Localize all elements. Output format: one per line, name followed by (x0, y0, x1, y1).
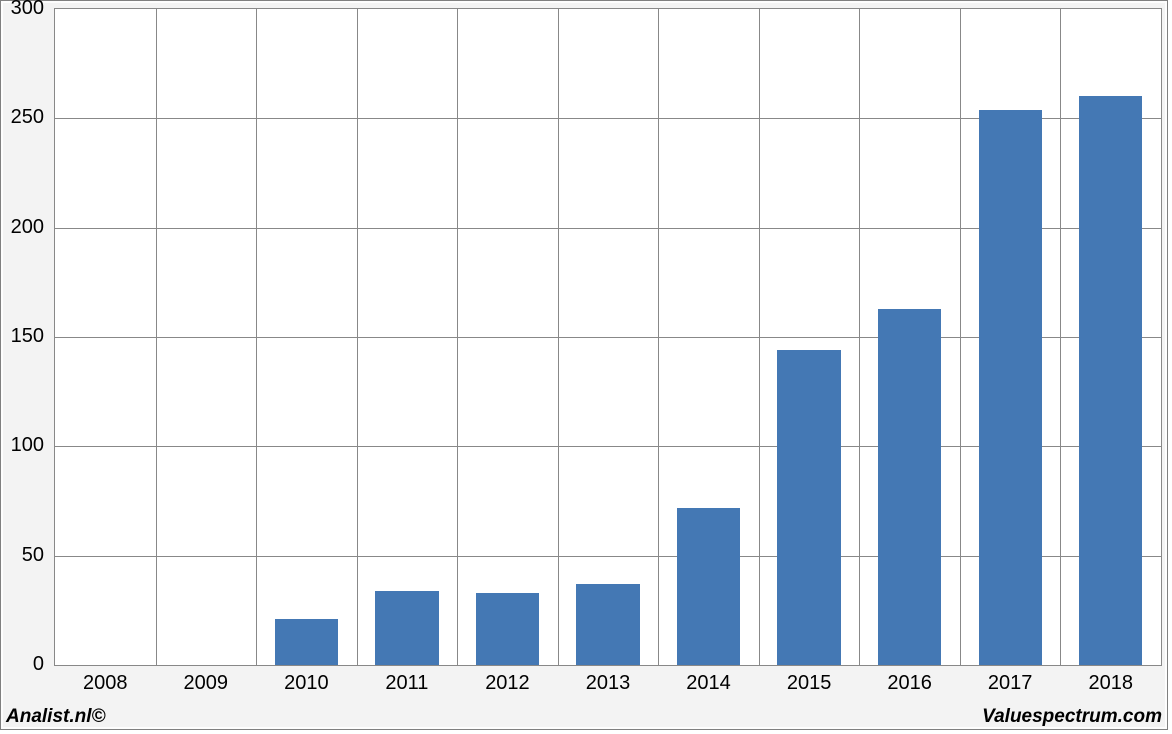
bar (576, 584, 639, 665)
gridline-vertical (558, 9, 559, 665)
gridline-vertical (357, 9, 358, 665)
y-tick-label: 50 (0, 544, 44, 567)
x-tick-label: 2012 (457, 672, 558, 695)
bar (1079, 96, 1142, 665)
chart-frame: 050100150200250300 200820092010201120122… (0, 0, 1172, 734)
gridline-vertical (759, 9, 760, 665)
bar (677, 508, 740, 665)
x-tick-label: 2018 (1060, 672, 1161, 695)
x-tick-label: 2009 (156, 672, 257, 695)
gridline-vertical (1060, 9, 1061, 665)
y-tick-label: 200 (0, 216, 44, 239)
gridline-vertical (859, 9, 860, 665)
x-tick-label: 2011 (357, 672, 458, 695)
footer-attribution-left: Analist.nl© (6, 706, 106, 728)
y-tick-label: 100 (0, 434, 44, 457)
bar (878, 309, 941, 665)
x-tick-label: 2013 (558, 672, 659, 695)
bar (375, 591, 438, 665)
y-tick-label: 0 (0, 653, 44, 676)
gridline-vertical (658, 9, 659, 665)
y-tick-label: 300 (0, 0, 44, 20)
x-tick-label: 2016 (859, 672, 960, 695)
gridline-vertical (156, 9, 157, 665)
bar (979, 110, 1042, 665)
gridline-vertical (256, 9, 257, 665)
y-tick-label: 150 (0, 325, 44, 348)
bar (777, 350, 840, 665)
x-tick-label: 2015 (759, 672, 860, 695)
plot-area (54, 8, 1162, 666)
x-tick-label: 2017 (960, 672, 1061, 695)
y-tick-label: 250 (0, 106, 44, 129)
footer-attribution-right: Valuespectrum.com (982, 706, 1162, 728)
bar (476, 593, 539, 665)
gridline-vertical (457, 9, 458, 665)
bar (275, 619, 338, 665)
x-tick-label: 2010 (256, 672, 357, 695)
x-tick-label: 2008 (55, 672, 156, 695)
gridline-vertical (960, 9, 961, 665)
x-tick-label: 2014 (658, 672, 759, 695)
